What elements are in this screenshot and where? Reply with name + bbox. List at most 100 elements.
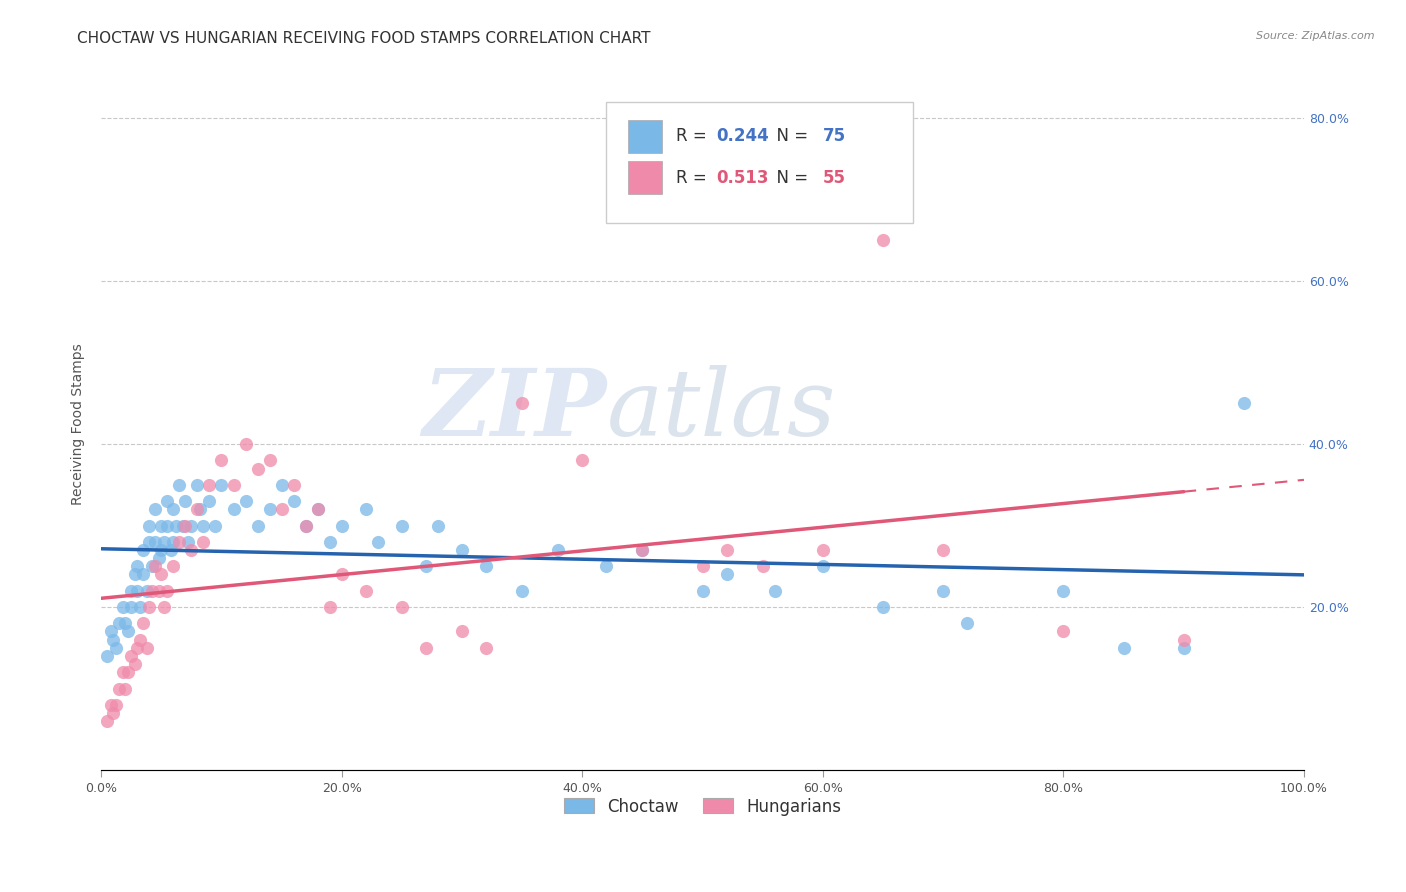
FancyBboxPatch shape xyxy=(606,102,912,223)
Point xyxy=(283,494,305,508)
Point xyxy=(811,543,834,558)
Point xyxy=(319,534,342,549)
Point xyxy=(716,543,738,558)
Point xyxy=(143,534,166,549)
Point xyxy=(222,502,245,516)
Text: R =: R = xyxy=(676,169,711,186)
Point xyxy=(162,559,184,574)
Point xyxy=(510,396,533,410)
Point xyxy=(169,478,191,492)
Point xyxy=(631,543,654,558)
Point xyxy=(152,534,174,549)
Text: 75: 75 xyxy=(823,128,846,145)
Point xyxy=(104,640,127,655)
Point xyxy=(180,518,202,533)
Point xyxy=(172,518,194,533)
Point xyxy=(128,600,150,615)
Point xyxy=(135,583,157,598)
Point xyxy=(138,600,160,615)
Point xyxy=(547,543,569,558)
Point xyxy=(132,567,155,582)
Point xyxy=(114,681,136,696)
Point xyxy=(307,502,329,516)
Point xyxy=(692,583,714,598)
Point xyxy=(330,567,353,582)
Point xyxy=(259,453,281,467)
Point xyxy=(108,681,131,696)
Point xyxy=(143,559,166,574)
Point xyxy=(872,600,894,615)
Point xyxy=(114,616,136,631)
Point xyxy=(354,583,377,598)
Point xyxy=(132,616,155,631)
Point xyxy=(124,567,146,582)
Point xyxy=(367,534,389,549)
Point xyxy=(211,478,233,492)
Point xyxy=(811,559,834,574)
Point xyxy=(111,665,134,680)
Point xyxy=(1173,640,1195,655)
Point xyxy=(294,518,316,533)
Point xyxy=(148,551,170,566)
Point xyxy=(1233,396,1256,410)
Point xyxy=(1052,624,1074,639)
Point xyxy=(162,502,184,516)
Y-axis label: Receiving Food Stamps: Receiving Food Stamps xyxy=(72,343,86,505)
Text: 0.244: 0.244 xyxy=(716,128,769,145)
Bar xyxy=(628,120,662,153)
Point xyxy=(716,567,738,582)
Point xyxy=(595,559,617,574)
Point xyxy=(193,518,215,533)
Point xyxy=(141,559,163,574)
Point xyxy=(150,518,173,533)
Point xyxy=(174,518,197,533)
Point xyxy=(1112,640,1135,655)
Point xyxy=(156,494,179,508)
Point xyxy=(143,502,166,516)
Text: R =: R = xyxy=(676,128,711,145)
Point xyxy=(117,624,139,639)
Point xyxy=(872,234,894,248)
Point xyxy=(270,478,292,492)
Point xyxy=(96,714,118,728)
Bar xyxy=(628,161,662,194)
Point xyxy=(150,543,173,558)
Text: N =: N = xyxy=(766,128,814,145)
Point xyxy=(193,534,215,549)
Text: N =: N = xyxy=(766,169,814,186)
Point xyxy=(150,567,173,582)
Point xyxy=(188,502,211,516)
Point xyxy=(100,624,122,639)
Point xyxy=(127,640,149,655)
Point xyxy=(415,640,437,655)
Point xyxy=(103,706,125,720)
Point xyxy=(128,632,150,647)
Point xyxy=(451,543,474,558)
Point xyxy=(120,583,142,598)
Text: CHOCTAW VS HUNGARIAN RECEIVING FOOD STAMPS CORRELATION CHART: CHOCTAW VS HUNGARIAN RECEIVING FOOD STAM… xyxy=(77,31,651,46)
Point xyxy=(132,543,155,558)
Point xyxy=(751,559,773,574)
Point xyxy=(127,559,149,574)
Point xyxy=(294,518,316,533)
Text: 0.513: 0.513 xyxy=(716,169,768,186)
Point xyxy=(354,502,377,516)
Point xyxy=(100,698,122,712)
Point xyxy=(1052,583,1074,598)
Point xyxy=(211,453,233,467)
Point xyxy=(120,600,142,615)
Point xyxy=(1173,632,1195,647)
Point xyxy=(307,502,329,516)
Point xyxy=(152,600,174,615)
Point xyxy=(270,502,292,516)
Point xyxy=(180,543,202,558)
Point xyxy=(391,518,413,533)
Point xyxy=(135,640,157,655)
Point xyxy=(162,534,184,549)
Point xyxy=(246,461,269,475)
Point xyxy=(235,494,257,508)
Point xyxy=(932,543,955,558)
Point xyxy=(932,583,955,598)
Point xyxy=(198,494,221,508)
Point xyxy=(631,543,654,558)
